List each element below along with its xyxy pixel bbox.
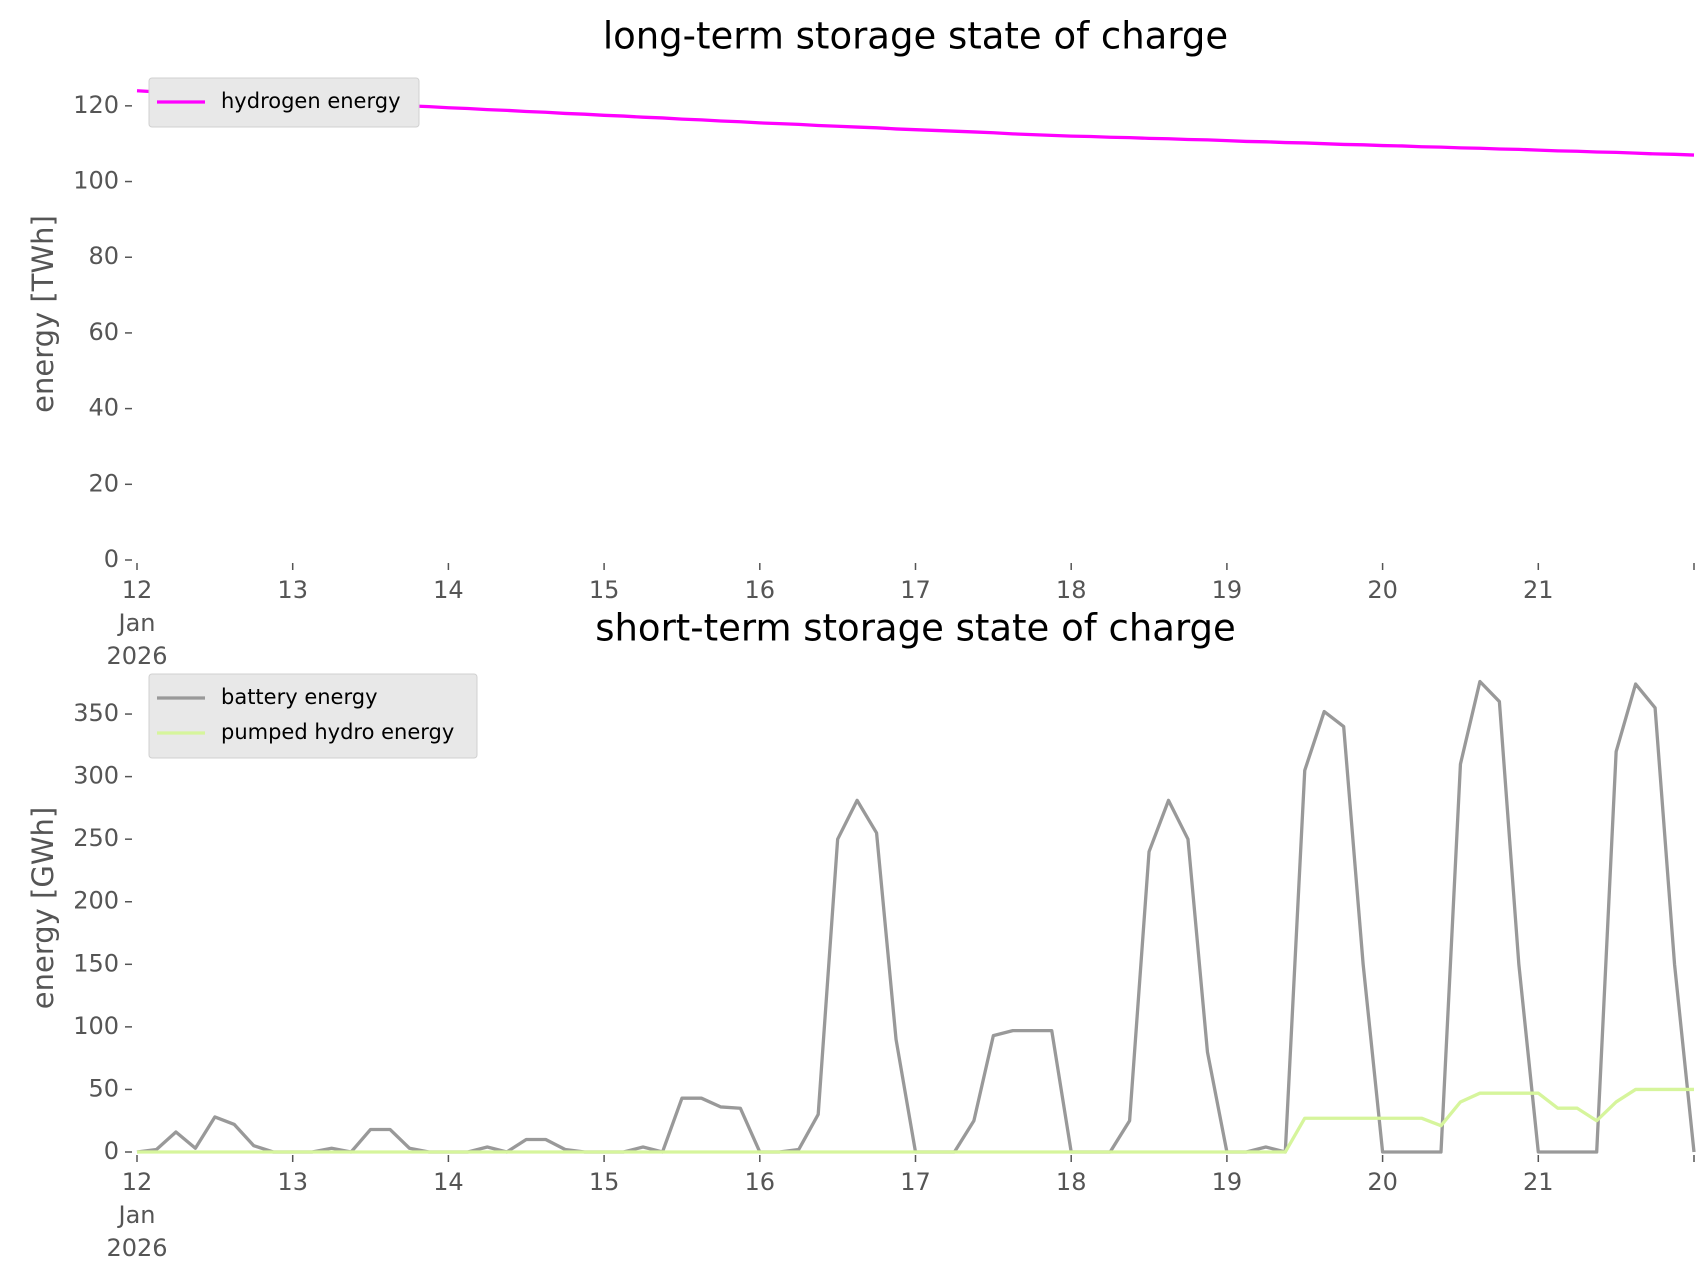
x-tick-label: 15 <box>589 576 620 604</box>
x-tick-label: 14 <box>433 576 464 604</box>
x-tick-label: 19 <box>1212 1168 1243 1196</box>
x-tick-label: 14 <box>433 1168 464 1196</box>
legend-box <box>148 77 420 128</box>
y-tick-label: 20 <box>88 469 119 497</box>
legend-label: battery energy <box>221 685 378 709</box>
x-tick-label: 21 <box>1523 576 1554 604</box>
y-tick-label: 40 <box>88 394 119 422</box>
chart-title: long-term storage state of charge <box>603 15 1228 58</box>
legend-label: hydrogen energy <box>221 89 401 113</box>
x-tick-label: 17 <box>900 1168 931 1196</box>
x-tick-label: 20 <box>1367 576 1398 604</box>
y-tick-label: 100 <box>73 1012 119 1040</box>
legend-label: pumped hydro energy <box>221 720 454 744</box>
x-tick-label: 12 Jan 2026 <box>106 576 167 670</box>
x-tick-label: 18 <box>1056 1168 1087 1196</box>
x-tick-label: 13 <box>277 1168 308 1196</box>
x-tick-label: 13 <box>277 576 308 604</box>
y-axis-label: energy [GWh] <box>26 807 60 1009</box>
x-tick-label: 12 Jan 2026 <box>106 1168 167 1262</box>
x-tick-label: 16 <box>745 1168 776 1196</box>
x-tick-label: 15 <box>589 1168 620 1196</box>
series-line <box>137 1087 1694 1154</box>
y-tick-label: 60 <box>88 318 119 346</box>
y-tick-label: 350 <box>73 699 119 727</box>
x-tick-label: 16 <box>745 576 776 604</box>
y-axis-label: energy [TWh] <box>26 215 60 413</box>
x-tick-label: 20 <box>1367 1168 1398 1196</box>
y-tick-label: 250 <box>73 824 119 852</box>
y-tick-label: 300 <box>73 762 119 790</box>
y-tick-label: 200 <box>73 887 119 915</box>
y-tick-label: 50 <box>88 1074 119 1102</box>
y-tick-label: 150 <box>73 949 119 977</box>
y-tick-label: 100 <box>73 167 119 195</box>
legend-box <box>148 673 478 759</box>
chart-title: short-term storage state of charge <box>595 607 1236 650</box>
x-tick-label: 18 <box>1056 576 1087 604</box>
y-tick-label: 0 <box>104 545 119 573</box>
x-tick-label: 21 <box>1523 1168 1554 1196</box>
y-tick-label: 0 <box>104 1137 119 1165</box>
y-tick-label: 120 <box>73 91 119 119</box>
x-tick-label: 17 <box>900 576 931 604</box>
x-tick-label: 19 <box>1212 576 1243 604</box>
y-tick-label: 80 <box>88 242 119 270</box>
